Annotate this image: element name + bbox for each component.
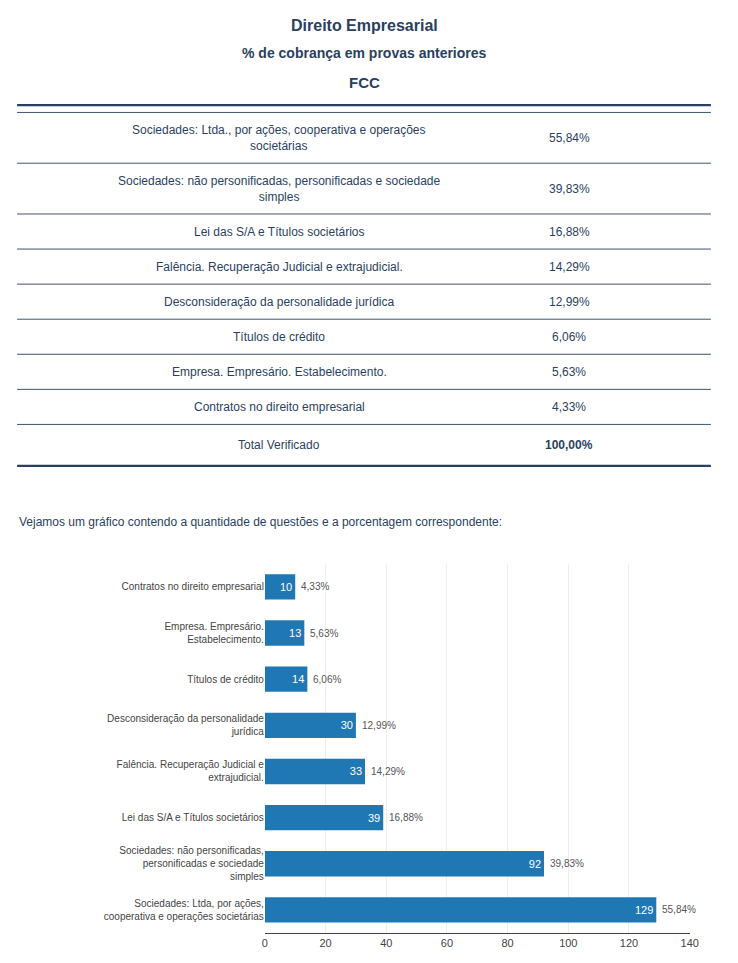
svg-text:6,06%: 6,06% bbox=[313, 674, 341, 685]
svg-text:14,29%: 14,29% bbox=[371, 766, 405, 777]
svg-text:Sociedades: Ltda, por ações,co: Sociedades: Ltda, por ações,cooperativa … bbox=[104, 898, 264, 922]
svg-text:5,63%: 5,63% bbox=[310, 628, 338, 639]
svg-text:Contratos no direito empresari: Contratos no direito empresarial bbox=[194, 400, 365, 414]
svg-text:Empresa. Empresário. Estabelec: Empresa. Empresário. Estabelecimento. bbox=[172, 365, 387, 379]
svg-text:80: 80 bbox=[501, 937, 513, 949]
svg-text:5,63%: 5,63% bbox=[552, 365, 586, 379]
svg-text:Títulos de crédito: Títulos de crédito bbox=[187, 674, 264, 685]
svg-text:33: 33 bbox=[350, 765, 362, 777]
svg-text:39: 39 bbox=[368, 812, 380, 824]
svg-text:Sociedades: Ltda., por ações,: Sociedades: Ltda., por ações, cooperativ… bbox=[132, 123, 426, 153]
svg-text:120: 120 bbox=[620, 937, 638, 949]
svg-text:Lei das S/A e Títulos societár: Lei das S/A e Títulos societários bbox=[122, 812, 264, 823]
svg-text:20: 20 bbox=[319, 937, 331, 949]
svg-text:Contratos no direito empresari: Contratos no direito empresarial bbox=[122, 581, 264, 592]
svg-text:55,84%: 55,84% bbox=[662, 904, 696, 915]
svg-text:Sociedades: não personificadas: Sociedades: não personificadas,personifi… bbox=[119, 845, 264, 882]
svg-text:100: 100 bbox=[559, 937, 577, 949]
svg-text:Falência. Recuperação Judicial: Falência. Recuperação Judicial e extraju… bbox=[156, 260, 403, 274]
svg-text:Desconsideração da personalida: Desconsideração da personalidadejurídica bbox=[107, 713, 264, 737]
svg-text:Direito Empresarial: Direito Empresarial bbox=[291, 17, 438, 34]
svg-text:12,99%: 12,99% bbox=[549, 295, 590, 309]
svg-text:Vejamos um gráfico contendo a: Vejamos um gráfico contendo a quantidade… bbox=[19, 515, 502, 529]
svg-text:16,88%: 16,88% bbox=[549, 225, 590, 239]
svg-text:14,29%: 14,29% bbox=[549, 260, 590, 274]
svg-text:14: 14 bbox=[292, 673, 304, 685]
svg-text:40: 40 bbox=[380, 937, 392, 949]
svg-text:Total Verificado: Total Verificado bbox=[238, 438, 320, 452]
svg-text:60: 60 bbox=[441, 937, 453, 949]
svg-text:Empresa. Empresário.Estabeleci: Empresa. Empresário.Estabelecimento. bbox=[164, 621, 263, 645]
svg-text:0: 0 bbox=[262, 937, 268, 949]
svg-text:4,33%: 4,33% bbox=[301, 581, 329, 592]
svg-text:39,83%: 39,83% bbox=[549, 182, 590, 196]
svg-text:55,84%: 55,84% bbox=[549, 131, 590, 145]
svg-text:Lei das S/A e Títulos societár: Lei das S/A e Títulos societários bbox=[194, 225, 365, 239]
svg-text:6,06%: 6,06% bbox=[552, 330, 586, 344]
svg-text:92: 92 bbox=[529, 858, 541, 870]
svg-text:4,33%: 4,33% bbox=[552, 400, 586, 414]
svg-text:% de cobrança em provas anteri: % de cobrança em provas anteriores bbox=[242, 45, 487, 61]
svg-text:100,00%: 100,00% bbox=[545, 438, 593, 452]
svg-text:Falência. Recuperação Judicial: Falência. Recuperação Judicial eextrajud… bbox=[117, 759, 265, 783]
svg-text:129: 129 bbox=[635, 904, 653, 916]
svg-text:Desconsideração da personalida: Desconsideração da personalidade jurídic… bbox=[164, 295, 394, 309]
svg-text:13: 13 bbox=[289, 627, 301, 639]
svg-text:30: 30 bbox=[341, 719, 353, 731]
svg-text:39,83%: 39,83% bbox=[550, 858, 584, 869]
svg-text:16,88%: 16,88% bbox=[389, 812, 423, 823]
svg-text:12,99%: 12,99% bbox=[362, 720, 396, 731]
svg-text:140: 140 bbox=[681, 937, 699, 949]
svg-text:Títulos de crédito: Títulos de crédito bbox=[233, 330, 325, 344]
svg-text:FCC: FCC bbox=[349, 74, 380, 91]
svg-text:Sociedades: não personificadas: Sociedades: não personificadas, personif… bbox=[118, 174, 441, 204]
svg-text:10: 10 bbox=[280, 581, 292, 593]
